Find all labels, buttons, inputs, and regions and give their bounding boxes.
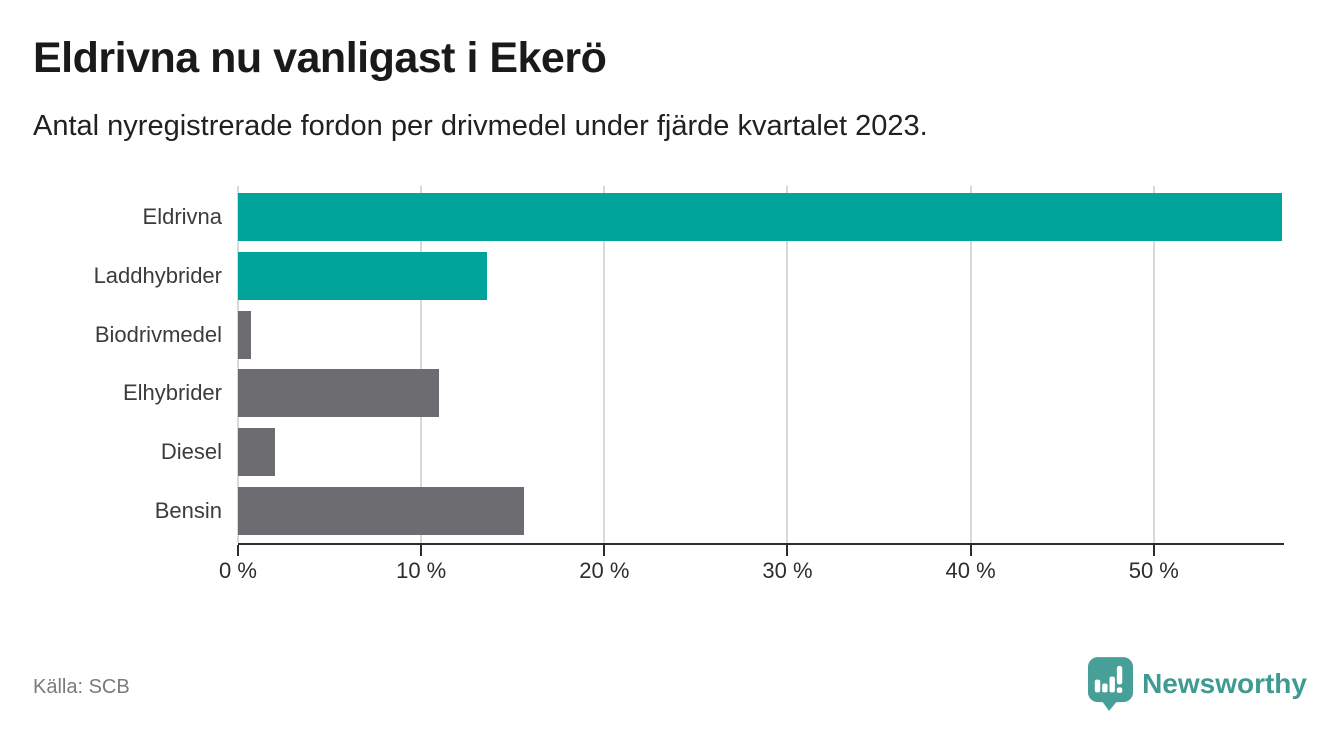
x-axis-tick <box>603 545 606 556</box>
source-note: Källa: SCB <box>33 676 130 698</box>
x-axis-tick-label: 40 % <box>945 558 996 583</box>
bar-eldrivna <box>238 193 1282 241</box>
x-axis: 0 % 10 % 20 % 30 % 40 % 50 % <box>219 545 1282 595</box>
gridline <box>1152 186 1155 543</box>
category-label: Elhybrider <box>122 380 222 405</box>
category-label: Diesel <box>160 439 222 464</box>
plot-area <box>237 186 1282 543</box>
bar-diesel <box>238 428 275 476</box>
category-label: Eldrivna <box>142 204 222 229</box>
bar-biodrivmedel <box>238 311 251 359</box>
gridline <box>969 186 972 543</box>
gridline <box>603 186 606 543</box>
bar-bensin <box>238 487 524 535</box>
bar-elhybrider <box>238 369 440 417</box>
bar-laddhybrider <box>238 252 488 300</box>
x-axis-tick-label: 0 % <box>219 558 257 583</box>
category-label: Bensin <box>154 498 222 523</box>
x-axis-tick-label: 20 % <box>579 558 630 583</box>
gridline <box>237 186 239 543</box>
category-label: Biodrivmedel <box>94 322 222 347</box>
x-axis-tick <box>237 545 239 556</box>
newsworthy-pin-chart-icon <box>1088 657 1134 711</box>
x-axis-tick <box>1152 545 1155 556</box>
category-axis-labels: Eldrivna Laddhybrider Biodrivmedel Elhybrid… <box>0 186 222 543</box>
x-axis-tick <box>969 545 972 556</box>
x-axis-tick <box>420 545 423 556</box>
brand-logo: Newsworthy <box>1087 656 1307 712</box>
x-axis-tick <box>786 545 789 556</box>
chart-title: Eldrivna nu vanligast i Ekerö <box>33 34 607 82</box>
gridline <box>786 186 789 543</box>
chart-subtitle: Antal nyregistrerade fordon per drivmede… <box>33 110 928 142</box>
x-axis-line <box>238 543 1284 545</box>
x-axis-tick-label: 30 % <box>762 558 813 583</box>
category-label: Laddhybrider <box>93 263 222 288</box>
brand-name: Newsworthy <box>1142 668 1307 699</box>
x-axis-tick-label: 50 % <box>1128 558 1179 583</box>
gridline <box>420 186 423 543</box>
x-axis-tick-label: 10 % <box>396 558 447 583</box>
